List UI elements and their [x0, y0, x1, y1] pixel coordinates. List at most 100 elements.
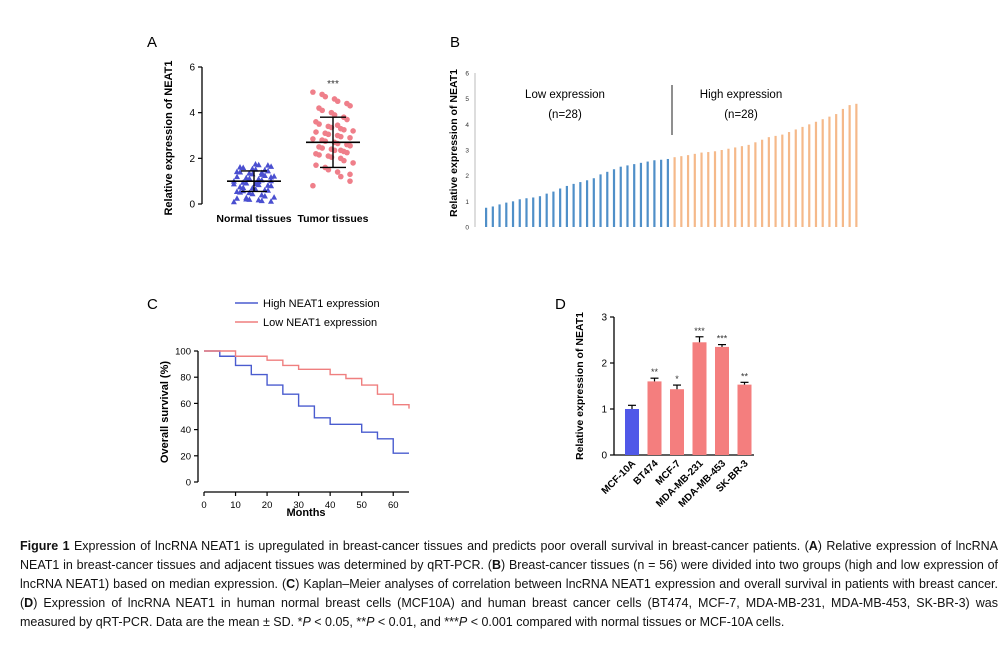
panel-a-point: [233, 168, 240, 175]
panel-b-y-tick-label: 0: [465, 225, 469, 232]
panel-b-bar: [747, 144, 750, 227]
panel-a-y-tick-label: 4: [189, 108, 195, 119]
panel-d-bar: [692, 342, 707, 455]
caption-p2: **P < 0.01, and: [356, 615, 445, 629]
panel-a-point: [271, 194, 278, 200]
panel-b-y-tick-label: 2: [465, 173, 469, 180]
panel-d-y-tick-label: 2: [601, 359, 607, 370]
panel-d: D Relative expression of NEAT1 0123MCF-10…: [555, 296, 754, 510]
panel-b-bar: [525, 198, 528, 227]
panel-a-point: [316, 144, 322, 150]
panel-b-bar: [666, 158, 669, 227]
panel-d-letter: D: [555, 296, 566, 313]
caption-c-text: ) Kaplan–Meier analyses of correlation b…: [20, 577, 998, 610]
panel-b-bar: [848, 105, 851, 227]
panel-b-bar: [814, 121, 818, 227]
panel-d-significance: **: [741, 371, 749, 381]
panel-b-bar: [552, 191, 555, 227]
panel-b-group-n: (n=28): [724, 109, 758, 121]
panel-a-point: [258, 191, 265, 198]
panel-a-point: [310, 182, 316, 189]
panel-b-bar: [646, 161, 649, 227]
panel-b-bar: [794, 129, 797, 227]
panel-b-bar: [619, 166, 622, 227]
panel-a-point: [255, 196, 262, 203]
panel-b-bar: [606, 171, 609, 227]
panel-b-bar: [660, 159, 663, 227]
panel-b-bar: [532, 197, 535, 227]
panel-c-y-tick-label: 20: [180, 451, 191, 462]
panel-a-point: [338, 147, 344, 154]
panel-d-significance: ***: [694, 326, 705, 336]
panel-b-bar: [713, 151, 717, 227]
panel-a-point: [234, 173, 240, 180]
panel-b-bar: [808, 124, 811, 227]
panel-b-y-tick-label: 3: [465, 148, 469, 155]
panel-a-point: [258, 169, 265, 175]
panel-b-bar: [740, 146, 744, 227]
panel-b-bar: [633, 164, 636, 227]
panel-d-y-tick-label: 3: [601, 313, 607, 324]
panel-b-bar: [686, 155, 690, 227]
panel-b-bar: [559, 188, 562, 227]
panel-b-bar: [491, 206, 494, 227]
panel-a-point: [328, 109, 335, 116]
caption-c-letter: C: [286, 577, 296, 591]
panel-c-y-tick-label: 80: [180, 373, 191, 384]
panel-b-bar: [538, 196, 542, 227]
panel-b-bar: [761, 139, 764, 227]
caption-p3: ***P < 0.001 compared with normal tissue…: [444, 615, 785, 629]
panel-a-point: [322, 130, 329, 137]
panel-c: C Overall survival (%) 0 20 40 60 80 100 0 10 20 3…: [147, 296, 410, 519]
panel-b-bar: [485, 207, 488, 227]
panel-b-bar: [787, 132, 791, 227]
panel-d-bar: [670, 389, 684, 455]
panel-b-y-tick-label: 5: [465, 96, 469, 103]
panel-a-point: [334, 169, 341, 175]
panel-b-group-n: (n=28): [548, 109, 582, 121]
panel-c-y-tick-label: 60: [180, 399, 191, 410]
panel-a-point: [325, 123, 332, 130]
panel-c-x-tick-label: 60: [388, 500, 399, 511]
panel-b-bar: [592, 178, 595, 227]
panel-b-bar: [626, 165, 629, 227]
panel-a-point: [237, 164, 243, 170]
panel-a-point: [338, 173, 344, 180]
panel-b-y-tick-label: 4: [465, 122, 469, 129]
panel-a-significance: ***: [327, 79, 339, 90]
panel-a-point: [319, 137, 325, 143]
panel-b-bar: [599, 174, 602, 227]
panel-b-y-tick-label: 1: [465, 199, 469, 206]
panel-c-x-tick-label: 10: [230, 500, 241, 511]
panel-a-point: [337, 155, 344, 162]
panel-a-point: [347, 134, 353, 141]
panel-a: A Relative expression of NEAT1 0 2 4 6 Normal…: [147, 34, 369, 225]
panel-a-point: [313, 150, 319, 157]
panel-c-y-tick-label: 40: [180, 425, 191, 436]
caption-intro: Expression of lncRNA NEAT1 is upregulate…: [69, 539, 809, 553]
panel-d-y-tick-label: 0: [601, 451, 607, 462]
panel-a-point: [310, 89, 316, 95]
panel-a-point: [264, 162, 271, 168]
caption-b-text: ) Breast-cancer tissues (n = 56) were di…: [20, 558, 998, 591]
panel-c-x-label: Months: [286, 507, 325, 519]
panel-d-bar: [715, 346, 729, 455]
panel-b-bar: [727, 148, 730, 227]
panel-b-letter: B: [450, 34, 460, 51]
panel-c-series-line: [204, 350, 409, 454]
panel-b-bar: [801, 126, 804, 227]
panel-b-bar: [673, 157, 676, 227]
panel-a-point: [246, 189, 253, 196]
panel-b-bar: [505, 202, 508, 227]
panel-b-bar: [828, 116, 831, 227]
panel-a-point: [350, 160, 356, 166]
panel-a-point: [334, 132, 341, 139]
panel-b: B Relative expression of NEAT1 0 1 2 3 4 5 6 Low…: [448, 34, 858, 232]
panel-b-bar: [821, 119, 824, 227]
panel-a-x-tick-label: Normal tissues: [216, 213, 291, 225]
panel-b-bar: [700, 152, 703, 227]
panel-a-point: [243, 174, 250, 181]
caption-a-text: ) Relative expression of lncRNA NEAT1 in…: [20, 539, 999, 572]
panel-c-x-tick-label: 40: [325, 500, 336, 511]
panel-c-x-tick-label: 20: [262, 500, 273, 511]
